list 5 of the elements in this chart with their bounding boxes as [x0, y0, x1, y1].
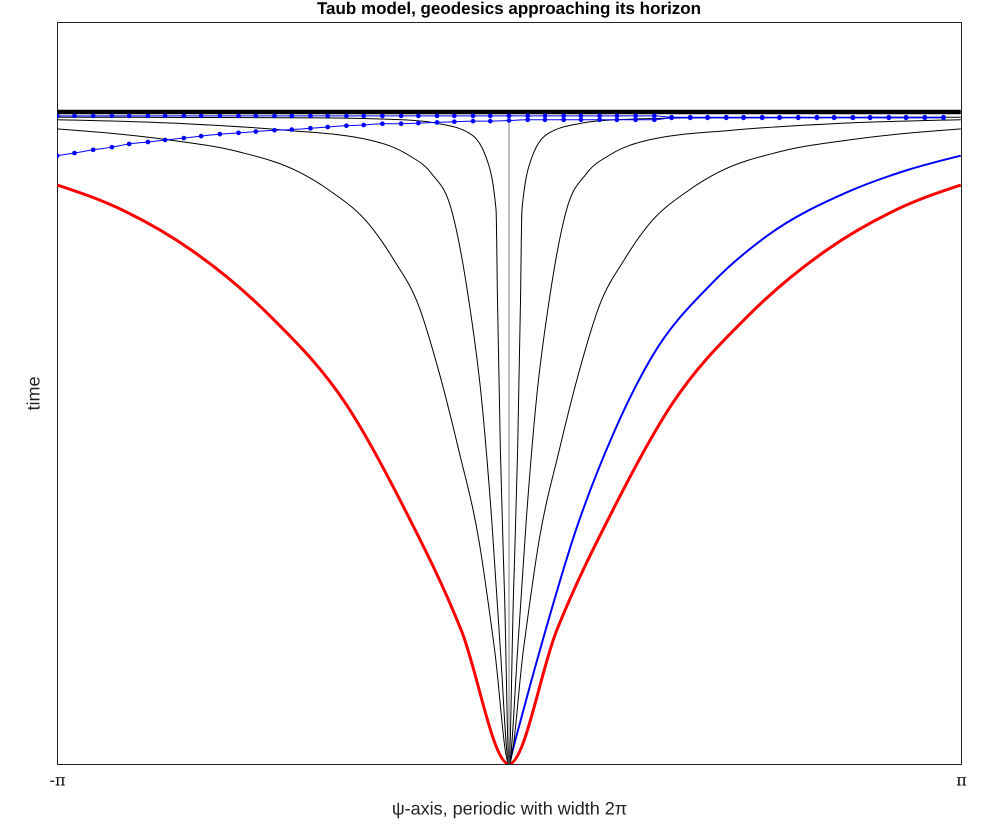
- x-axis-title: ψ-axis, periodic with width 2π: [392, 798, 628, 818]
- x-tick-label: π: [956, 770, 967, 790]
- x-tick-label: -π: [50, 770, 66, 790]
- chart-title: Taub model, geodesics approaching its horizon: [316, 0, 702, 18]
- y-axis-title: time: [24, 376, 44, 411]
